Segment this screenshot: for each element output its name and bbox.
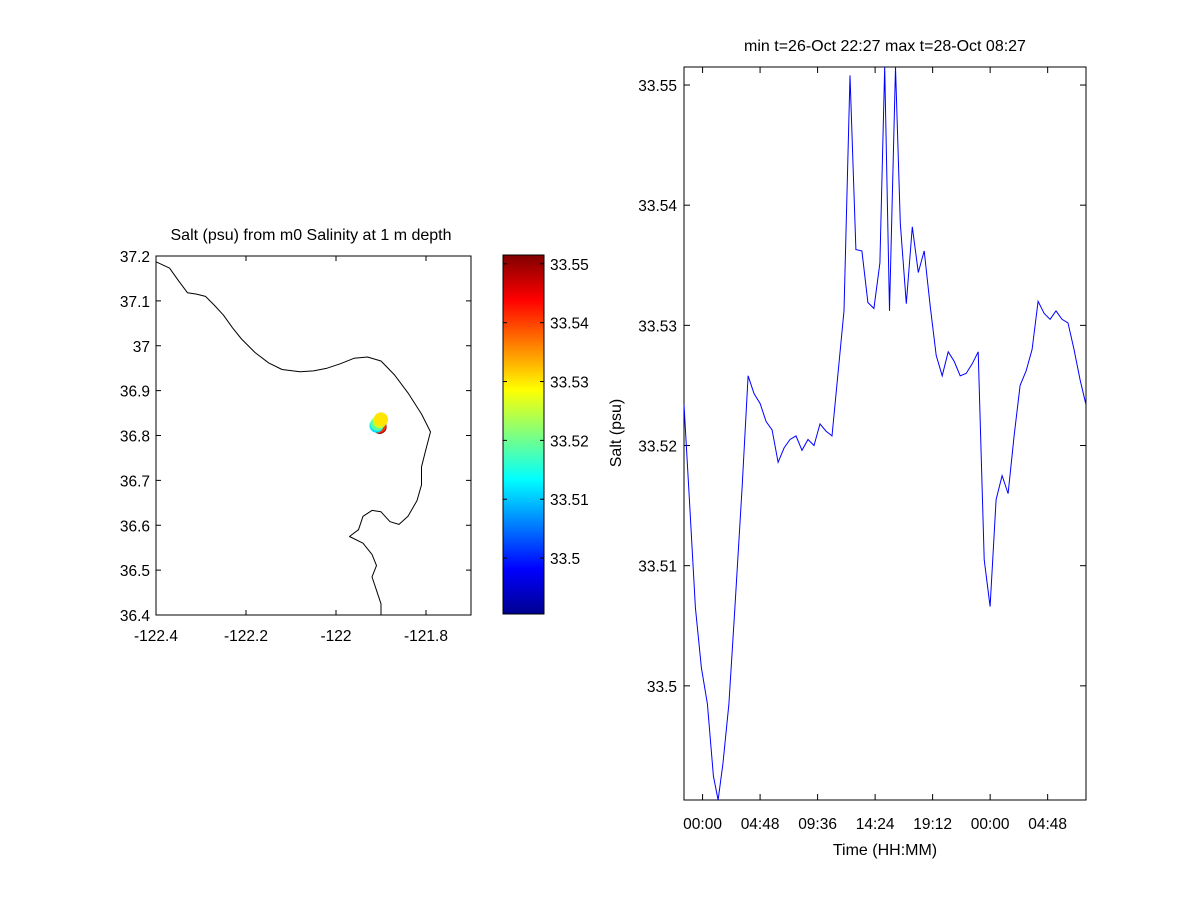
map-y-tick-label: 36.6 <box>120 518 150 535</box>
map-y-tick-label: 37.1 <box>120 294 150 311</box>
map-points <box>369 412 388 434</box>
timeseries-axes-box <box>683 66 1087 801</box>
timeseries-y-tick-label: 33.54 <box>638 198 677 215</box>
timeseries-x-tick-label: 09:36 <box>798 816 837 833</box>
timeseries-x-tick-label: 19:12 <box>913 816 952 833</box>
timeseries-ticks: 00:00 04:48 09:36 14:24 19:12 00:00 04:4833.53… <box>638 67 1086 833</box>
timeseries-line-group <box>683 66 1087 801</box>
colorbar-ticks: 33.5 33.51 33.52 33.53 33.54 33.55 <box>503 257 589 568</box>
timeseries-line <box>683 66 1087 801</box>
coastline <box>155 261 431 615</box>
colorbar-tick-label: 33.51 <box>550 492 589 509</box>
timeseries-y-tick-label: 33.51 <box>638 559 677 576</box>
timeseries-y-tick-label: 33.5 <box>647 679 677 696</box>
timeseries-xlabel: Time (HH:MM) <box>833 842 937 859</box>
timeseries-x-tick-label: 00:00 <box>971 816 1010 833</box>
timeseries-title: min t=26-Oct 22:27 max t=28-Oct 08:27 <box>744 38 1026 55</box>
colorbar-tick-label: 33.52 <box>550 433 589 450</box>
map-y-tick-label: 36.5 <box>120 563 150 580</box>
map-x-tick-label: -122.4 <box>134 628 178 645</box>
colorbar-tick-label: 33.55 <box>550 257 589 274</box>
timeseries-x-tick-label: 04:48 <box>1028 816 1067 833</box>
map-y-tick-label: 37.2 <box>120 249 150 266</box>
map-ticks: -122.4 -122.2 -122 -121.8 36.4 36.5 36.6 36.7 36… <box>120 249 471 645</box>
map-y-tick-label: 36.8 <box>120 429 150 446</box>
map-y-tick-label: 36.4 <box>120 608 151 625</box>
timeseries-x-tick-label: 14:24 <box>856 816 895 833</box>
timeseries-y-tick-label: 33.52 <box>638 439 677 456</box>
map-panel: Salt (psu) from m0 Salinity at 1 m depth… <box>120 227 472 645</box>
map-data-point <box>374 412 388 427</box>
timeseries-y-tick-label: 33.55 <box>638 78 677 95</box>
map-x-tick-label: -121.8 <box>404 628 448 645</box>
map-y-tick-label: 37 <box>133 339 150 356</box>
timeseries-x-tick-label: 00:00 <box>683 816 722 833</box>
map-y-tick-label: 36.9 <box>120 384 150 401</box>
map-axes-box <box>155 255 472 616</box>
map-x-tick-label: -122 <box>320 628 351 645</box>
timeseries-panel: min t=26-Oct 22:27 max t=28-Oct 08:27 00… <box>608 38 1087 859</box>
colorbar-tick-label: 33.5 <box>550 551 580 568</box>
colorbar-tick-label: 33.53 <box>550 375 589 392</box>
colorbar: 33.5 33.51 33.52 33.53 33.54 33.55 <box>502 254 589 615</box>
map-coastline-group <box>155 261 431 615</box>
map-title: Salt (psu) from m0 Salinity at 1 m depth <box>171 227 452 244</box>
map-y-tick-label: 36.7 <box>120 473 150 490</box>
map-x-tick-label: -122.2 <box>224 628 268 645</box>
colorbar-tick-label: 33.54 <box>550 316 589 333</box>
colorbar-gradient <box>502 254 545 615</box>
timeseries-ylabel: Salt (psu) <box>608 399 625 467</box>
timeseries-x-tick-label: 04:48 <box>741 816 780 833</box>
timeseries-y-tick-label: 33.53 <box>638 318 677 335</box>
